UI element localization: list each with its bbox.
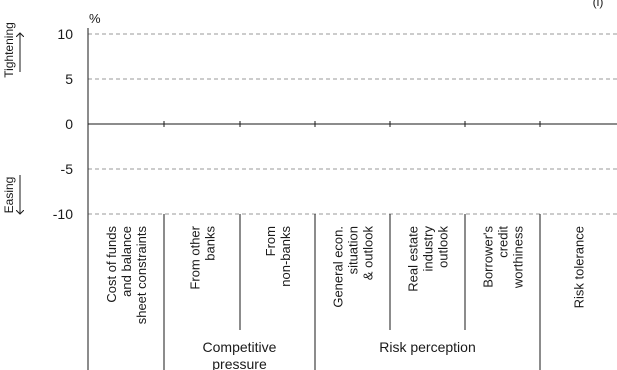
svg-text:pressure: pressure	[212, 356, 267, 370]
category-label: From non-banks	[263, 226, 293, 287]
y-tick-label: 5	[65, 71, 73, 87]
svg-text:Risk perception: Risk perception	[379, 339, 476, 355]
svg-text:From: From	[263, 226, 278, 256]
category-label: Real estate industry outlook	[406, 226, 451, 292]
y-tick-label: -10	[53, 206, 73, 222]
tightening-label: Tightening	[2, 22, 16, 78]
y-tick-label: -5	[61, 161, 74, 177]
svg-text:Borrower's: Borrower's	[481, 226, 496, 288]
easing-label: Easing	[2, 177, 16, 214]
easing-indicator: Easing	[2, 175, 20, 214]
svg-text:Competitive: Competitive	[203, 339, 277, 355]
category-labels: Cost of funds and balance sheet constraint…	[104, 225, 587, 324]
corner-label: (i)	[593, 0, 604, 9]
y-tick-labels: 10 5 0 -5 -10	[53, 26, 73, 222]
svg-text:and balance: and balance	[119, 226, 134, 297]
category-dividers	[87, 214, 541, 370]
category-label: Risk tolerance	[572, 226, 587, 308]
svg-text:outlook: outlook	[436, 226, 451, 268]
svg-text:worthiness: worthiness	[511, 226, 526, 290]
svg-text:banks: banks	[203, 226, 218, 261]
svg-text:industry: industry	[421, 226, 436, 272]
svg-text:situation: situation	[346, 226, 361, 274]
category-label: Borrower's credit worthiness	[481, 226, 526, 290]
svg-text:Cost of funds: Cost of funds	[104, 226, 119, 303]
category-label: General econ. situation & outlook	[331, 226, 376, 308]
y-tick-label: 10	[57, 26, 73, 42]
svg-text:Risk tolerance: Risk tolerance	[572, 226, 587, 308]
x-ticks	[163, 121, 541, 127]
grid-lines	[87, 28, 617, 215]
svg-text:From other: From other	[188, 225, 203, 289]
svg-text:sheet constraints: sheet constraints	[134, 226, 149, 325]
svg-text:Real estate: Real estate	[406, 226, 421, 292]
y-tick-label: 0	[65, 116, 73, 132]
tightening-indicator: Tightening	[2, 22, 20, 78]
svg-text:& outlook: & outlook	[361, 226, 376, 281]
group-label: Risk perception	[379, 339, 476, 355]
svg-text:non-banks: non-banks	[278, 226, 293, 287]
svg-text:credit: credit	[496, 226, 511, 258]
y-unit-label: %	[89, 11, 101, 26]
category-label: Cost of funds and balance sheet constraint…	[104, 226, 149, 325]
svg-text:General econ.: General econ.	[331, 226, 346, 308]
category-label: From other banks	[188, 225, 218, 289]
